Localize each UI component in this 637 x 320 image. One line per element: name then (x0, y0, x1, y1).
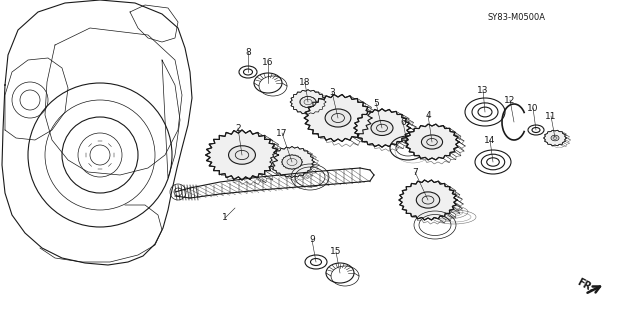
Text: 12: 12 (505, 95, 516, 105)
Ellipse shape (300, 97, 316, 108)
Text: 11: 11 (545, 111, 557, 121)
Text: 8: 8 (245, 47, 251, 57)
Text: SY83-M0500A: SY83-M0500A (488, 12, 546, 21)
Text: 6: 6 (400, 117, 406, 126)
Polygon shape (206, 130, 278, 180)
Ellipse shape (417, 192, 440, 208)
Polygon shape (543, 130, 566, 146)
Text: 2: 2 (235, 124, 241, 132)
Text: 14: 14 (484, 135, 496, 145)
Polygon shape (270, 147, 314, 178)
Polygon shape (304, 94, 372, 141)
Text: 10: 10 (527, 103, 539, 113)
Polygon shape (399, 180, 457, 220)
Text: 15: 15 (330, 247, 341, 257)
Ellipse shape (551, 135, 559, 141)
Ellipse shape (282, 155, 302, 169)
Text: 5: 5 (373, 99, 379, 108)
Ellipse shape (422, 135, 443, 149)
Polygon shape (354, 109, 410, 147)
Ellipse shape (229, 146, 255, 164)
Text: 4: 4 (425, 110, 431, 119)
Text: 1: 1 (222, 213, 228, 222)
Text: FR.: FR. (575, 277, 596, 294)
Text: 3: 3 (329, 87, 335, 97)
Polygon shape (405, 124, 459, 160)
Polygon shape (290, 90, 326, 114)
Text: 16: 16 (262, 58, 274, 67)
Text: 7: 7 (412, 167, 418, 177)
Ellipse shape (371, 121, 393, 135)
Text: 18: 18 (299, 77, 311, 86)
Text: 13: 13 (477, 85, 489, 94)
Text: 17: 17 (276, 129, 288, 138)
Text: 9: 9 (309, 236, 315, 244)
Ellipse shape (325, 109, 351, 127)
